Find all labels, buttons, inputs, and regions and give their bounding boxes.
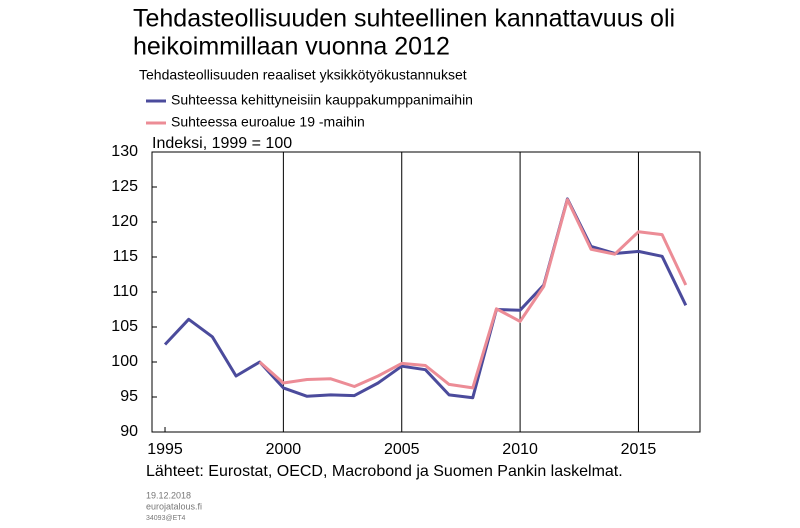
x-tick-label: 2015 (621, 441, 657, 458)
x-tick-label: 2000 (266, 441, 302, 458)
footer-text: 34093@ET4 (146, 515, 186, 522)
y-tick-label: 105 (111, 318, 138, 335)
chart-title: heikoimmillaan vuonna 2012 (133, 33, 450, 61)
plot-frame (151, 151, 701, 433)
y-tick-label: 125 (111, 178, 138, 195)
chart-subtitle: Tehdasteollisuuden reaaliset yksikkötyök… (139, 67, 467, 83)
x-tick-label: 1995 (147, 441, 183, 458)
y-axis-label: Indeksi, 1999 = 100 (152, 135, 292, 152)
y-tick-label: 115 (112, 248, 138, 265)
footer-text: eurojatalous.fi (146, 501, 202, 511)
source: Lähteet: Eurostat, OECD, Macrobond ja Su… (146, 463, 623, 480)
y-tick-label: 100 (111, 353, 138, 370)
series-line (163, 197, 688, 400)
y-tick-label: 90 (120, 423, 138, 440)
y-tick-label: 120 (111, 213, 138, 230)
y-tick-label: 130 (111, 143, 138, 160)
legend-label: Suhteessa euroalue 19 -maihin (171, 114, 365, 130)
footer-text: 19.12.2018 (146, 490, 191, 500)
y-tick-label: 110 (112, 283, 138, 300)
y-tick-label: 95 (120, 388, 138, 405)
x-tick-label: 2010 (502, 441, 538, 458)
chart-title: Tehdasteollisuuden suhteellinen kannatta… (133, 5, 675, 33)
x-tick-label: 2005 (384, 441, 420, 458)
legend-label: Suhteessa kehittyneisiin kauppakumppanim… (171, 92, 473, 108)
series-line (258, 198, 688, 390)
